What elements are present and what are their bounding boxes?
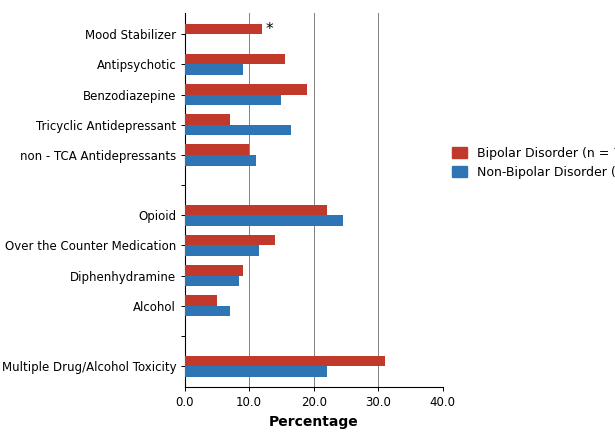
Bar [184, 144, 249, 155]
Bar [184, 366, 327, 377]
Bar [184, 54, 285, 65]
Bar [184, 205, 327, 215]
Bar [184, 114, 230, 125]
X-axis label: Percentage: Percentage [269, 415, 359, 429]
Bar [184, 265, 242, 275]
Bar [184, 275, 239, 286]
Bar [184, 84, 308, 95]
Bar [184, 125, 291, 136]
Bar [184, 306, 230, 316]
Bar [184, 95, 282, 105]
Bar [184, 356, 385, 366]
Bar [184, 24, 262, 34]
Bar [184, 65, 242, 75]
Bar [184, 215, 343, 226]
Bar [184, 246, 259, 256]
Bar [184, 155, 256, 165]
Text: *: * [265, 22, 273, 37]
Bar [184, 235, 275, 246]
Legend: Bipolar Disorder (n = 71), Non-Bipolar Disorder (n = 498): Bipolar Disorder (n = 71), Non-Bipolar D… [451, 147, 615, 179]
Bar [184, 295, 216, 306]
